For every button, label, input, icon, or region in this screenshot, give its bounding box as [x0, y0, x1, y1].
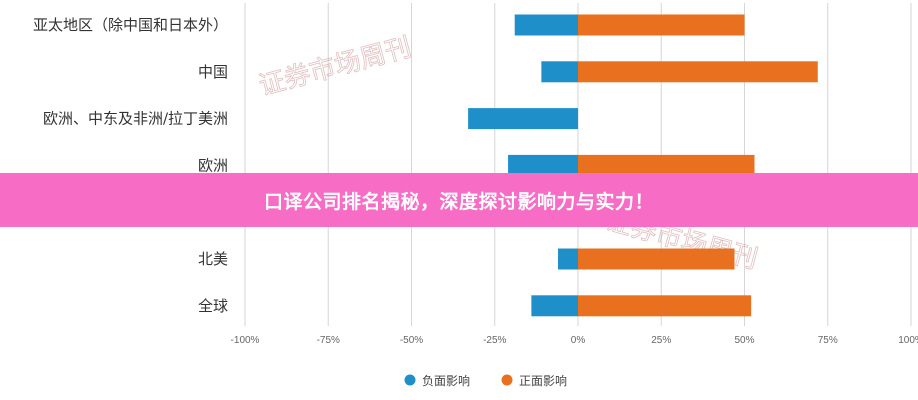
bar	[514, 14, 578, 36]
bar	[508, 154, 578, 176]
bar	[541, 61, 578, 83]
category-label: 中国	[198, 63, 228, 81]
category-label: 欧洲	[198, 156, 228, 174]
bar	[578, 295, 752, 317]
x-tick-label: -100%	[231, 335, 260, 346]
x-tick-label: 25%	[651, 335, 671, 346]
title-banner: 口译公司排名揭秘，深度探讨影响力与实力！	[0, 173, 918, 227]
legend-marker	[501, 374, 513, 386]
watermark-text: 证券市场周刊	[256, 32, 414, 101]
x-tick-label: 75%	[818, 335, 838, 346]
bar	[578, 154, 755, 176]
bar	[558, 248, 578, 270]
x-tick-label: 100%	[898, 335, 918, 346]
legend-marker	[404, 374, 416, 386]
banner-text: 口译公司排名揭秘，深度探讨影响力与实力！	[263, 190, 654, 213]
x-tick-label: -25%	[483, 335, 506, 346]
legend-label: 负面影响	[422, 373, 470, 388]
x-tick-label: 0%	[571, 335, 586, 346]
bar	[578, 14, 745, 36]
category-label: 欧洲、中东及非洲/拉丁美洲	[43, 110, 228, 128]
category-label: 北美	[198, 250, 228, 268]
bar	[468, 108, 578, 130]
bars	[468, 14, 818, 317]
x-tick-labels: -100% -75% -50% -25% 0% 25% 50% 75% 100%	[231, 335, 918, 346]
bar	[578, 61, 818, 83]
x-tick-label: -75%	[317, 335, 340, 346]
category-label: 亚太地区（除中国和日本外）	[33, 16, 228, 34]
legend-label: 正面影响	[519, 373, 567, 388]
x-tick-label: 50%	[734, 335, 754, 346]
category-label: 全球	[198, 297, 228, 315]
bar	[578, 248, 735, 270]
legend: 负面影响 正面影响	[404, 373, 567, 388]
x-tick-label: -50%	[400, 335, 423, 346]
bar	[531, 295, 578, 317]
